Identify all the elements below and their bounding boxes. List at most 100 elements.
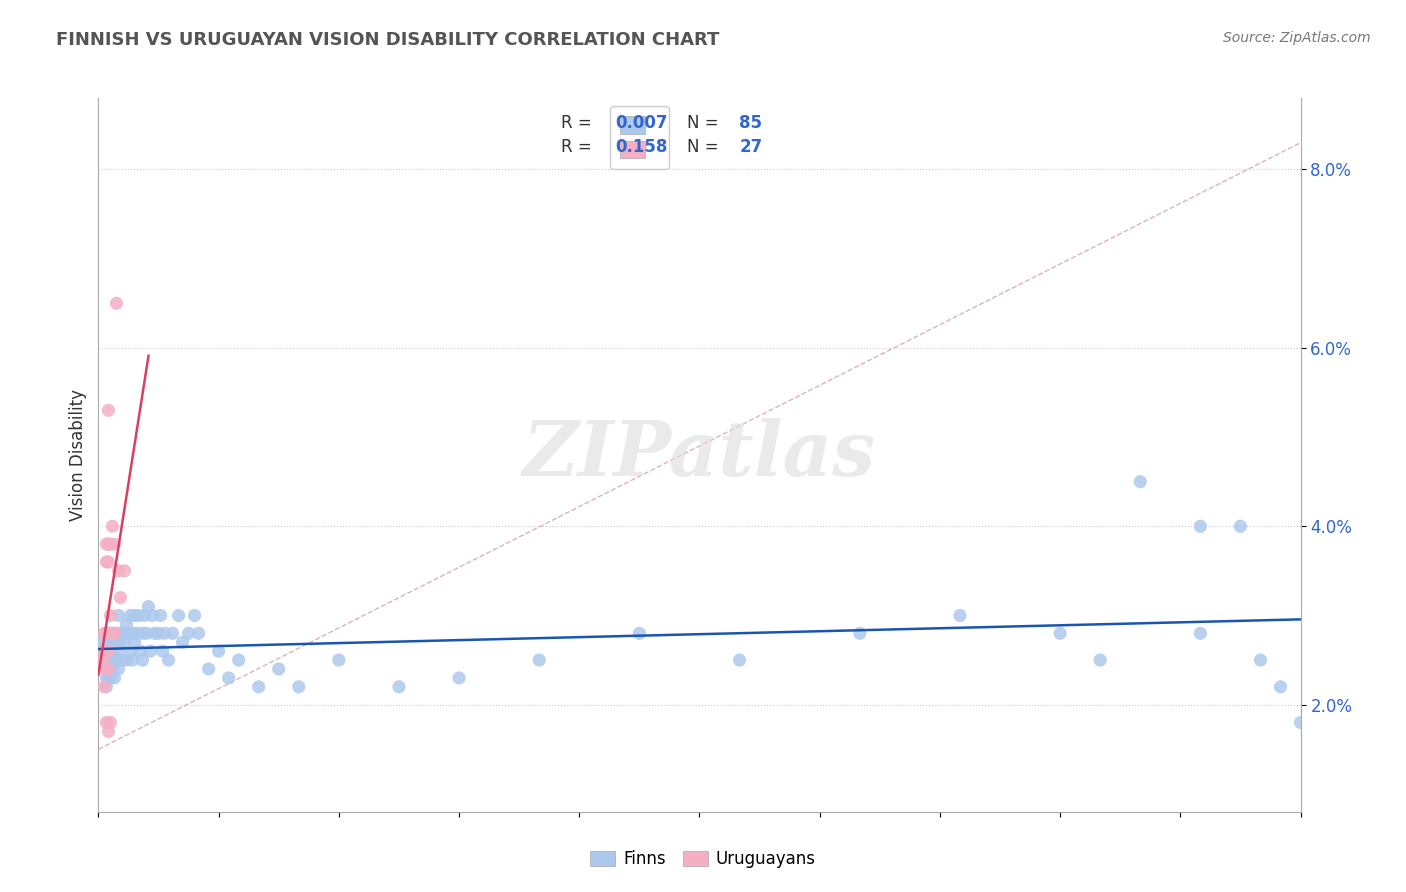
Point [96,680,118,694]
Point [100,608,122,623]
Point [628,626,651,640]
Legend: Finns, Uruguayans: Finns, Uruguayans [583,844,823,875]
Text: N =: N = [688,114,724,132]
Point [93,680,115,694]
Text: R =: R = [561,137,598,155]
Point [96,626,118,640]
Point [288,680,311,694]
Point [125,626,148,640]
Point [135,626,157,640]
Point [100,715,122,730]
Point [97,626,120,640]
Point [197,662,219,676]
Point [97,555,120,569]
Point [172,635,194,649]
Point [143,626,166,640]
Point [328,653,350,667]
Point [105,653,128,667]
Point [101,626,124,640]
Text: 27: 27 [740,137,762,155]
Point [110,591,132,605]
Point [131,653,153,667]
Text: ZIPatlas: ZIPatlas [523,418,876,491]
Point [128,608,150,623]
Point [529,653,551,667]
Point [1189,626,1212,640]
Point [101,662,124,676]
Point [1088,653,1111,667]
Point [153,626,176,640]
Point [121,653,143,667]
Point [107,644,129,658]
Text: Source: ZipAtlas.com: Source: ZipAtlas.com [1223,31,1371,45]
Point [100,537,122,551]
Point [124,608,146,623]
Point [103,537,125,551]
Point [177,626,200,640]
Point [103,653,125,667]
Point [208,644,231,658]
Point [105,626,128,640]
Point [110,635,132,649]
Point [101,519,124,533]
Point [388,680,411,694]
Point [111,626,134,640]
Point [107,608,129,623]
Point [97,653,120,667]
Point [96,715,118,730]
Point [100,653,122,667]
Point [107,626,129,640]
Point [96,555,118,569]
Legend: , : , [610,106,668,169]
Point [107,662,129,676]
Point [149,608,172,623]
Point [97,644,120,658]
Point [97,671,120,685]
Point [134,608,156,623]
Point [728,653,751,667]
Point [949,608,972,623]
Point [100,671,122,685]
Point [1129,475,1152,489]
Text: R =: R = [561,114,598,132]
Point [167,608,190,623]
Point [115,617,138,632]
Point [100,635,122,649]
Text: FINNISH VS URUGUAYAN VISION DISABILITY CORRELATION CHART: FINNISH VS URUGUAYAN VISION DISABILITY C… [56,31,720,49]
Point [101,644,124,658]
Point [157,653,180,667]
Point [138,599,160,614]
Point [101,626,124,640]
Point [148,626,170,640]
Point [91,644,114,658]
Point [97,644,120,658]
Point [183,608,205,623]
Point [96,671,118,685]
Point [93,626,115,640]
Point [100,626,122,640]
Text: 85: 85 [740,114,762,132]
Point [114,635,136,649]
Point [97,662,120,676]
Point [139,644,162,658]
Point [120,608,142,623]
Point [117,626,139,640]
Point [96,537,118,551]
Point [187,626,209,640]
Point [103,626,125,640]
Text: N =: N = [688,137,724,155]
Text: 0.158: 0.158 [616,137,668,155]
Point [107,564,129,578]
Point [129,644,152,658]
Point [1229,519,1251,533]
Point [120,644,142,658]
Point [1049,626,1071,640]
Point [103,635,125,649]
Point [1270,680,1292,694]
Point [111,653,134,667]
Point [131,626,153,640]
Point [97,724,120,739]
Point [115,653,138,667]
Point [97,662,120,676]
Point [849,626,872,640]
